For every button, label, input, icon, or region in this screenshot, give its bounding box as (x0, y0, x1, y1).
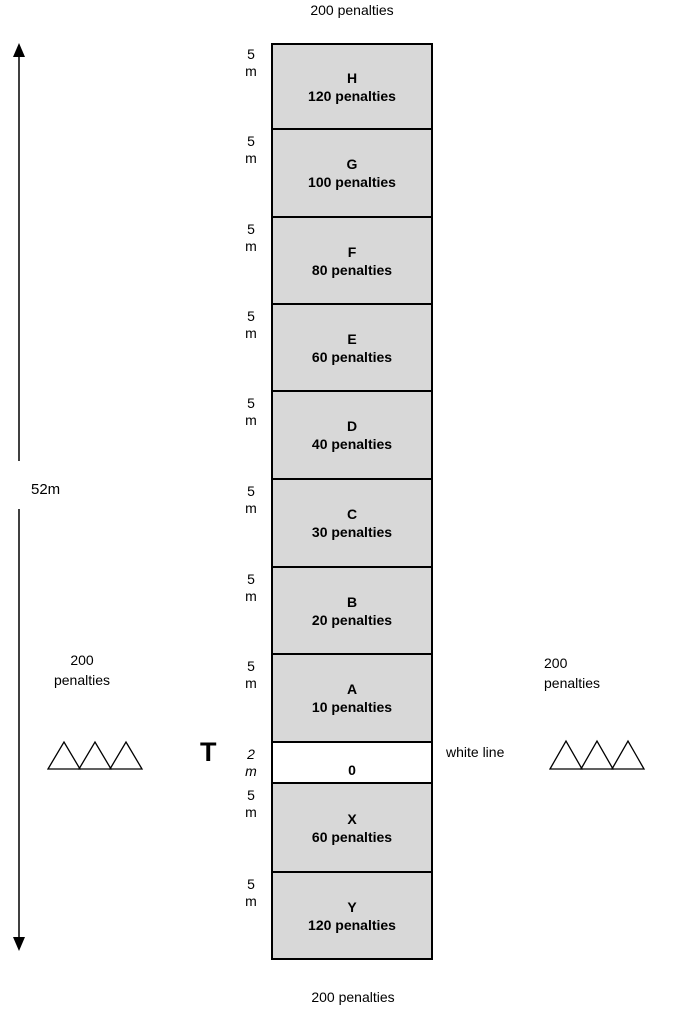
zone-depth-unit: m (245, 804, 257, 820)
zone-row: 5 m E 60 penalties (231, 305, 433, 392)
zone-box: G 100 penalties (271, 130, 433, 218)
zone-row: 5 m D 40 penalties (231, 392, 433, 480)
zone-box: Y 120 penalties (271, 873, 433, 960)
zone-letter: Y (347, 898, 357, 915)
zone-penalties: 40 penalties (311, 436, 393, 452)
zone-row: 5 m B 20 penalties (231, 568, 433, 655)
zone-depth-label: 5 m (231, 218, 271, 305)
zone-depth-value: 5 (247, 483, 255, 499)
zone-depth-unit: m (245, 412, 257, 428)
zone-box: E 60 penalties (271, 305, 433, 392)
zone-row: 5 m H 120 penalties (231, 43, 433, 130)
zone-letter: D (346, 418, 358, 434)
zone-letter: C (346, 506, 358, 522)
zone-depth-value: 5 (247, 876, 255, 892)
left-overshoot-penalty-word: penalties (53, 672, 111, 688)
top-penalty-label: 200 penalties (310, 2, 394, 18)
zone-stack: 5 m H 120 penalties 5 m G 100 penalties … (231, 43, 433, 960)
zone-penalties: 20 penalties (311, 611, 393, 628)
triangle-markers-left (47, 740, 144, 770)
zone-letter: G (346, 156, 358, 172)
zone-penalties: 80 penalties (311, 261, 393, 278)
zone-row: 5 m C 30 penalties (231, 480, 433, 568)
zone-depth-label: 5 m (231, 873, 271, 960)
zone-box: A 10 penalties (271, 655, 433, 743)
zone-depth-label: 5 m (231, 568, 271, 655)
zone-depth-value: 5 (247, 221, 255, 237)
total-height-arrow (13, 43, 25, 951)
zone-depth-unit: m (245, 763, 257, 779)
zone-letter: H (346, 69, 358, 86)
zone-penalties: 120 penalties (308, 87, 396, 104)
zone-depth-value: 5 (247, 395, 255, 411)
zone-depth-unit: m (245, 893, 257, 909)
zone-depth-value: 5 (247, 787, 255, 803)
zone-row: 5 m X 60 penalties (231, 784, 433, 873)
zone-depth-value: 2 (247, 746, 255, 762)
zone-depth-value: 5 (247, 308, 255, 324)
left-overshoot-penalty-value: 200 (70, 652, 94, 668)
total-height-label: 52m (31, 481, 61, 498)
zone-penalties: 10 penalties (311, 699, 393, 715)
zone-depth-label: 2 m (231, 743, 271, 784)
zone-box: C 30 penalties (271, 480, 433, 568)
right-overshoot-penalty-value: 200 (544, 655, 568, 671)
zone-box: D 40 penalties (271, 392, 433, 480)
zone-depth-value: 5 (247, 658, 255, 674)
right-overshoot-penalty-word: penalties (544, 675, 601, 691)
zone-depth-label: 5 m (231, 480, 271, 568)
triangle-markers-right (549, 739, 646, 770)
zone-box: H 120 penalties (271, 43, 433, 130)
zone-box: B 20 penalties (271, 568, 433, 655)
zone-row: 5 m G 100 penalties (231, 130, 433, 218)
zone-depth-value: 5 (247, 133, 255, 149)
zone-box: 0 (271, 743, 433, 784)
zone-letter: A (346, 681, 358, 697)
zone-penalties: 60 penalties (311, 828, 393, 845)
zone-depth-unit: m (245, 500, 257, 516)
target-marker: T (200, 737, 217, 767)
zone-letter: E (347, 330, 357, 347)
zone-penalties: 120 penalties (308, 916, 396, 933)
zone-depth-unit: m (245, 63, 257, 79)
zone-box: X 60 penalties (271, 784, 433, 873)
bottom-penalty-label: 200 penalties (311, 989, 395, 1005)
zone-depth-unit: m (245, 588, 257, 604)
zone-row: 5 m A 10 penalties (231, 655, 433, 743)
zone-row: 2 m 0 (231, 743, 433, 784)
zone-letter: B (346, 593, 358, 610)
zone-row: 5 m F 80 penalties (231, 218, 433, 305)
left-overshoot-penalty-label: 200 penalties (32, 650, 132, 690)
zone-depth-label: 5 m (231, 305, 271, 392)
zone-letter: 0 (348, 762, 356, 778)
zone-box: F 80 penalties (271, 218, 433, 305)
zone-depth-unit: m (245, 675, 257, 691)
white-line-label: white line (446, 744, 505, 760)
zone-depth-value: 5 (247, 571, 255, 587)
zone-depth-label: 5 m (231, 43, 271, 130)
zone-row: 5 m Y 120 penalties (231, 873, 433, 960)
zone-depth-unit: m (245, 150, 257, 166)
right-overshoot-penalty-label: 200 penalties (544, 653, 600, 693)
zone-depth-unit: m (245, 325, 257, 341)
zone-depth-label: 5 m (231, 130, 271, 218)
zone-letter: X (347, 810, 357, 827)
zone-depth-unit: m (245, 238, 257, 254)
zone-depth-label: 5 m (231, 784, 271, 873)
zone-penalties: 30 penalties (311, 524, 393, 540)
zone-penalties: 100 penalties (308, 174, 396, 190)
zone-depth-label: 5 m (231, 392, 271, 480)
zone-penalties: 60 penalties (311, 348, 393, 365)
zone-depth-label: 5 m (231, 655, 271, 743)
zone-letter: F (347, 243, 357, 260)
zone-depth-value: 5 (247, 46, 255, 62)
